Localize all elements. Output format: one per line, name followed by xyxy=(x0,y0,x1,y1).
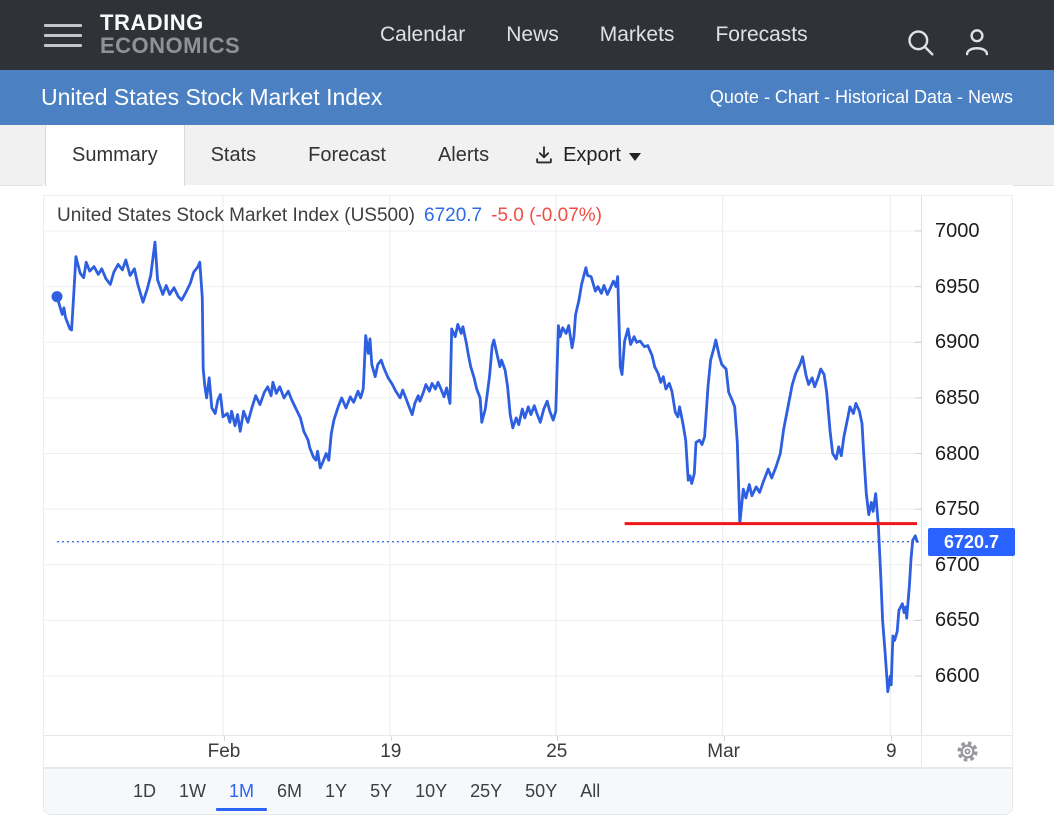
y-axis-label: 6750 xyxy=(935,498,980,521)
chart-settings-button[interactable] xyxy=(921,736,1012,767)
range-bar: 1D 1W 1M 6M 1Y 5Y 10Y 25Y 50Y All xyxy=(43,768,1013,815)
chart-title-row: United States Stock Market Index (US500)… xyxy=(57,205,602,231)
y-axis-label: 6800 xyxy=(935,442,980,465)
tab-alerts[interactable]: Alerts xyxy=(437,143,490,166)
tab-list: Summary Stats Forecast Alerts xyxy=(45,125,515,186)
series-start-marker xyxy=(51,291,63,303)
tab-summary[interactable]: Summary xyxy=(45,125,185,186)
range-50y[interactable]: 50Y xyxy=(525,781,558,801)
x-tick xyxy=(891,736,893,741)
nav-item-news[interactable]: News xyxy=(506,23,559,46)
chart-last-value: 6720.7 xyxy=(424,205,483,226)
range-1y[interactable]: 1Y xyxy=(325,781,348,801)
export-button[interactable]: Export xyxy=(533,125,641,185)
y-axis-label: 6950 xyxy=(935,275,980,298)
nav-item-markets[interactable]: Markets xyxy=(599,23,675,46)
y-axis-label: 6900 xyxy=(935,331,980,354)
y-axis-label: 6650 xyxy=(935,609,980,632)
chart-title: United States Stock Market Index (US500) xyxy=(57,205,415,226)
x-tick xyxy=(723,736,725,741)
range-10y[interactable]: 10Y xyxy=(415,781,448,801)
x-axis-label: Feb xyxy=(207,741,241,762)
x-axis-label: Mar xyxy=(707,741,740,762)
download-icon xyxy=(533,144,555,166)
top-navbar: TRADING ECONOMICS Calendar News Markets For… xyxy=(0,0,1054,70)
y-axis-label: 7000 xyxy=(935,220,980,242)
y-axis-label: 6850 xyxy=(935,386,980,409)
x-tick xyxy=(556,736,558,741)
nav-item-calendar[interactable]: Calendar xyxy=(380,23,466,46)
caret-down-icon xyxy=(628,152,641,161)
chart-change: -5.0 (-0.07%) xyxy=(491,205,602,226)
range-1w[interactable]: 1W xyxy=(179,781,207,801)
page-title: United States Stock Market Index xyxy=(41,84,383,110)
range-1m[interactable]: 1M xyxy=(216,781,268,811)
search-icon[interactable] xyxy=(905,27,937,64)
tab-forecast[interactable]: Forecast xyxy=(308,143,386,166)
chart-card: United States Stock Market Index (US500)… xyxy=(43,185,1015,817)
menu-icon[interactable] xyxy=(44,24,82,47)
range-all[interactable]: All xyxy=(580,781,601,801)
nav-item-forecasts[interactable]: Forecasts xyxy=(715,23,808,46)
range-1d[interactable]: 1D xyxy=(133,781,157,801)
tab-bar: Summary Stats Forecast Alerts Export xyxy=(0,125,1054,186)
range-25y[interactable]: 25Y xyxy=(470,781,503,801)
x-tick xyxy=(390,736,392,741)
x-axis-label: 19 xyxy=(380,741,402,762)
x-axis-label: 25 xyxy=(546,741,568,762)
range-5y[interactable]: 5Y xyxy=(370,781,393,801)
header-links[interactable]: Quote - Chart - Historical Data - News xyxy=(709,87,1013,107)
nav-menu: Calendar News Markets Forecasts xyxy=(380,0,808,70)
last-price-badge: 6720.7 xyxy=(928,528,1015,556)
export-label: Export xyxy=(563,143,621,166)
y-axis-label: 6600 xyxy=(935,665,980,687)
y-axis-label: 6700 xyxy=(935,553,980,576)
trading-economics-logo[interactable]: TRADING ECONOMICS xyxy=(100,12,240,57)
price-line xyxy=(55,240,919,694)
x-axis-label: 9 xyxy=(886,741,897,762)
logo-line2: ECONOMICS xyxy=(100,33,241,58)
x-tick xyxy=(223,736,225,741)
range-6m[interactable]: 6M xyxy=(277,781,303,801)
x-axis: Feb 19 25 Mar 9 xyxy=(43,735,1013,768)
tab-stats[interactable]: Stats xyxy=(210,143,257,166)
price-chart[interactable] xyxy=(43,195,922,735)
logo-line1: TRADING xyxy=(100,10,204,35)
account-icon[interactable] xyxy=(960,25,994,64)
page-header: United States Stock Market Index Quote -… xyxy=(0,70,1054,125)
gear-icon xyxy=(954,738,981,765)
